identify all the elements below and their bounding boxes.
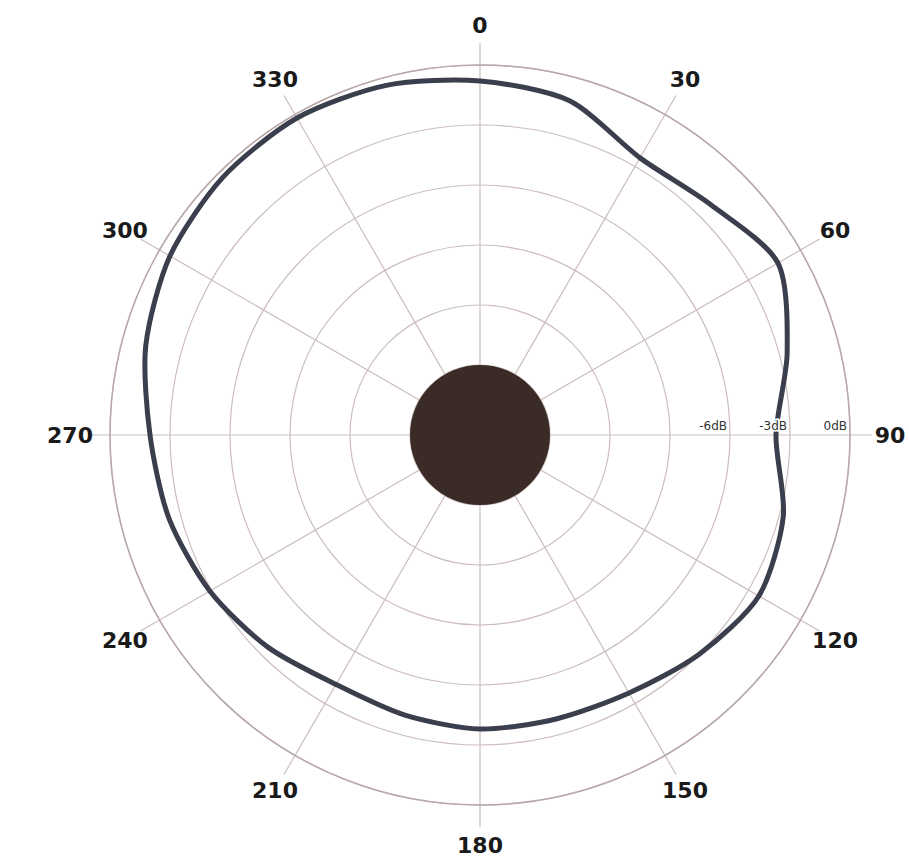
angle-tick-label: 90 [875,423,906,448]
pattern-line [145,80,787,729]
angle-tick-label: 210 [252,778,298,803]
grid-spoke [515,96,676,375]
grid-spoke [141,239,420,400]
angle-tick-label: 180 [457,833,503,858]
grid-spoke [515,496,676,775]
angle-tick-label: 240 [102,628,148,653]
angle-tick-label: 150 [662,778,708,803]
radial-labels: -6dB -3dB 0dB [699,419,847,433]
grid-spoke [284,496,445,775]
angle-tick-label: 0 [472,13,487,38]
angle-tick-label: 60 [820,218,851,243]
angle-labels: 0 30 60 90 120 150 180 210 240 270 300 330 [47,13,905,858]
angle-tick-label: 270 [47,423,93,448]
grid-spoke [550,434,872,435]
angle-tick-label: 30 [670,67,701,92]
grid-spoke [88,434,410,435]
marks [145,80,787,729]
radial-tick-label: 0dB [824,419,847,433]
angle-tick-label: 120 [812,628,858,653]
angle-tick-label: 300 [102,218,148,243]
grid-spoke [479,505,480,827]
chart: 0306090120150180210240270300330-6dB-3dB0… [0,0,909,864]
angle-tick-label: 330 [252,67,298,92]
grid-ring [410,365,550,505]
grid-spoke [479,43,480,365]
radial-tick-label: -3dB [759,419,787,433]
center-disc [410,365,550,505]
axis-domain [110,65,850,805]
grid-spoke [284,96,445,375]
radial-tick-label: -6dB [699,419,727,433]
grid [88,43,872,827]
